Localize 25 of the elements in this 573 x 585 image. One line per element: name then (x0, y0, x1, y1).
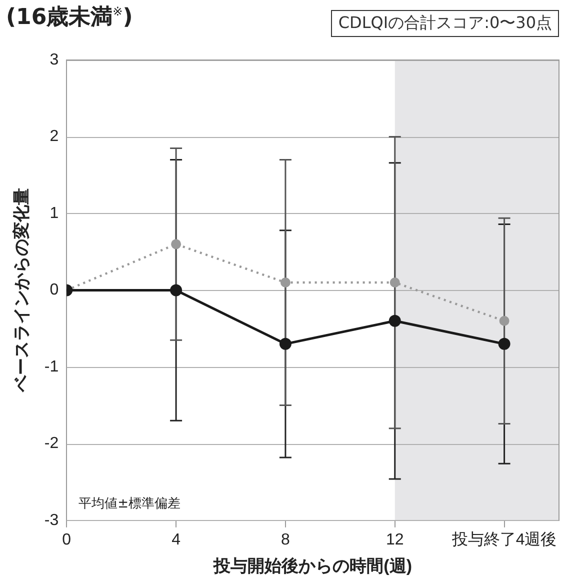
point (280, 278, 290, 288)
x-tick-label: 12 (386, 531, 404, 548)
point (499, 316, 510, 326)
y-axis-title: ベースラインからの変化量 (12, 188, 31, 394)
point (498, 338, 510, 350)
y-tick-label: -2 (44, 435, 59, 452)
x-axis-title: 投与開始後からの時間(週) (212, 556, 412, 576)
point (279, 338, 292, 350)
y-tick-label: 2 (50, 128, 59, 146)
y-tick-label: -3 (44, 512, 59, 529)
point (390, 278, 400, 288)
x-tick-label: 4 (172, 531, 181, 548)
point (388, 314, 401, 327)
point (171, 239, 182, 250)
y-tick-label: -1 (44, 358, 59, 376)
x-tick-label: 0 (62, 531, 72, 548)
y-tick-label: 1 (50, 204, 59, 222)
y-tick-label: 0 (50, 282, 59, 299)
annotation: 平均値±標準偏差 (78, 496, 181, 512)
point (170, 284, 182, 296)
x-tick-label: 8 (281, 531, 290, 548)
y-tick-label: 3 (50, 51, 59, 68)
chart-title: (16歳未満$^{※}$) (6, 4, 133, 32)
x-tick-label: 投与終了4週後 (450, 530, 557, 548)
text: CDLQIの合計スコア:0〜30点 (331, 10, 559, 37)
